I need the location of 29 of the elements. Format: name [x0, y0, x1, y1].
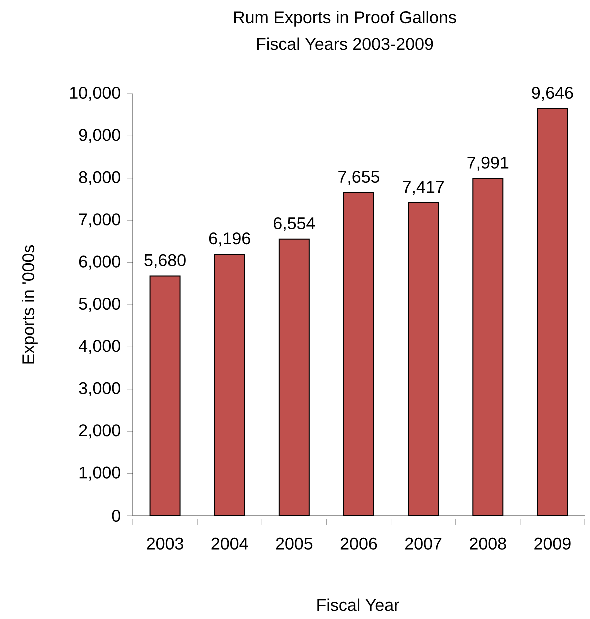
y-tick-label: 3,000 — [79, 382, 120, 396]
y-tick-label: 4,000 — [78, 340, 120, 354]
data-label: 7,417 — [403, 181, 444, 196]
y-tick-label: 1,000 — [80, 466, 120, 481]
y-axis-title: Exports in '000s — [22, 245, 38, 364]
data-label: 5,680 — [144, 254, 186, 268]
y-tick-label: 5,000 — [79, 298, 120, 312]
y-tick-label: 2,000 — [79, 424, 120, 439]
chart-title: Rum Exports in Proof Gallons — [234, 11, 456, 27]
x-tick-label: 2004 — [212, 538, 248, 550]
y-tick-label: 8,000 — [79, 171, 120, 186]
y-tick-label: 0 — [112, 510, 120, 522]
y-tick-label: 10,000 — [70, 86, 120, 102]
chart-subtitle: Fiscal Years 2003-2009 — [257, 38, 434, 50]
x-tick-label: 2006 — [340, 538, 378, 550]
data-label: 6,196 — [209, 232, 250, 247]
y-tick-label: 6,000 — [79, 256, 120, 270]
x-tick-label: 2009 — [534, 538, 571, 550]
data-label: 7,655 — [338, 171, 380, 186]
data-label: 6,554 — [274, 218, 316, 232]
y-tick-label: 9,000 — [79, 129, 120, 144]
x-tick-label: 2007 — [406, 538, 442, 550]
x-tick-label: 2005 — [276, 538, 313, 550]
y-tick-label: 7,000 — [79, 214, 120, 228]
x-axis-title: Fiscal Year — [318, 598, 400, 612]
x-tick-label: 2003 — [147, 538, 184, 550]
x-tick-label: 2008 — [470, 538, 506, 550]
data-label: 9,646 — [532, 87, 574, 102]
data-label: 7,991 — [468, 156, 509, 171]
